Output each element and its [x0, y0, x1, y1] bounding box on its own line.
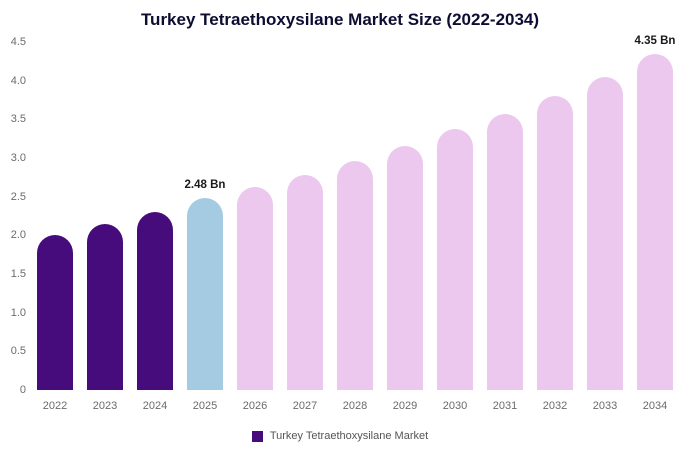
x-axis-label-2025: 2025: [192, 400, 218, 412]
x-axis-label-2027: 2027: [292, 400, 318, 412]
x-axis-label-2023: 2023: [92, 400, 118, 412]
bar-2027: [287, 175, 323, 390]
bar-2031: [487, 113, 523, 390]
y-axis: 0 0.5 1.0 1.5 2.0 2.5 3.0 3.5 4.0 4.5: [0, 36, 26, 396]
bar-2023: [87, 223, 123, 390]
y-tick-label: 3.5: [10, 113, 26, 126]
bar-2025: [187, 198, 223, 390]
legend: Turkey Tetraethoxysilane Market: [0, 430, 680, 442]
y-tick-label: 4.0: [10, 74, 26, 87]
x-axis-label-2028: 2028: [342, 400, 368, 412]
chart-title: Turkey Tetraethoxysilane Market Size (20…: [140, 10, 540, 29]
y-tick-label: 1.5: [10, 268, 26, 280]
bar-2022: [37, 235, 73, 390]
bar-2034: [637, 53, 673, 390]
bar-2028: [337, 161, 373, 390]
y-tick-label: 3.0: [10, 152, 26, 164]
y-tick-label: 0: [19, 384, 26, 396]
y-tick-label: 2.0: [10, 229, 26, 242]
bar-2033: [587, 76, 623, 390]
bar-2024: [137, 212, 173, 390]
x-axis-label-2032: 2032: [542, 400, 568, 412]
x-axis-label-2029: 2029: [392, 400, 418, 412]
y-tick-label: 2.5: [10, 190, 26, 203]
bar-2030: [437, 129, 473, 390]
bar-2029: [387, 146, 423, 390]
x-axis-label-2031: 2031: [492, 400, 518, 412]
x-axis-label-2022: 2022: [42, 400, 68, 412]
y-tick-label: 1.0: [10, 306, 26, 319]
y-tick-label: 0.5: [10, 345, 26, 358]
value-label-2025: 2.48 Bn: [184, 179, 226, 192]
x-axis-label-2030: 2030: [442, 400, 468, 412]
y-tick-label: 4.5: [10, 36, 26, 48]
value-label-2034: 4.35 Bn: [634, 34, 676, 47]
x-axis-label-2026: 2026: [242, 400, 268, 412]
x-axis-label-2034: 2034: [642, 400, 668, 412]
bar-2032: [537, 96, 573, 390]
x-axis-label-2033: 2033: [592, 400, 618, 412]
plot-area: 2022 2023 2024 2025 2026 2027 2028 2029 2030 2031…: [30, 35, 680, 412]
legend-label: Turkey Tetraethoxysilane Market: [269, 430, 429, 442]
bar-2026: [237, 187, 273, 390]
legend-swatch-icon: [251, 430, 263, 442]
x-axis-label-2024: 2024: [142, 400, 168, 412]
